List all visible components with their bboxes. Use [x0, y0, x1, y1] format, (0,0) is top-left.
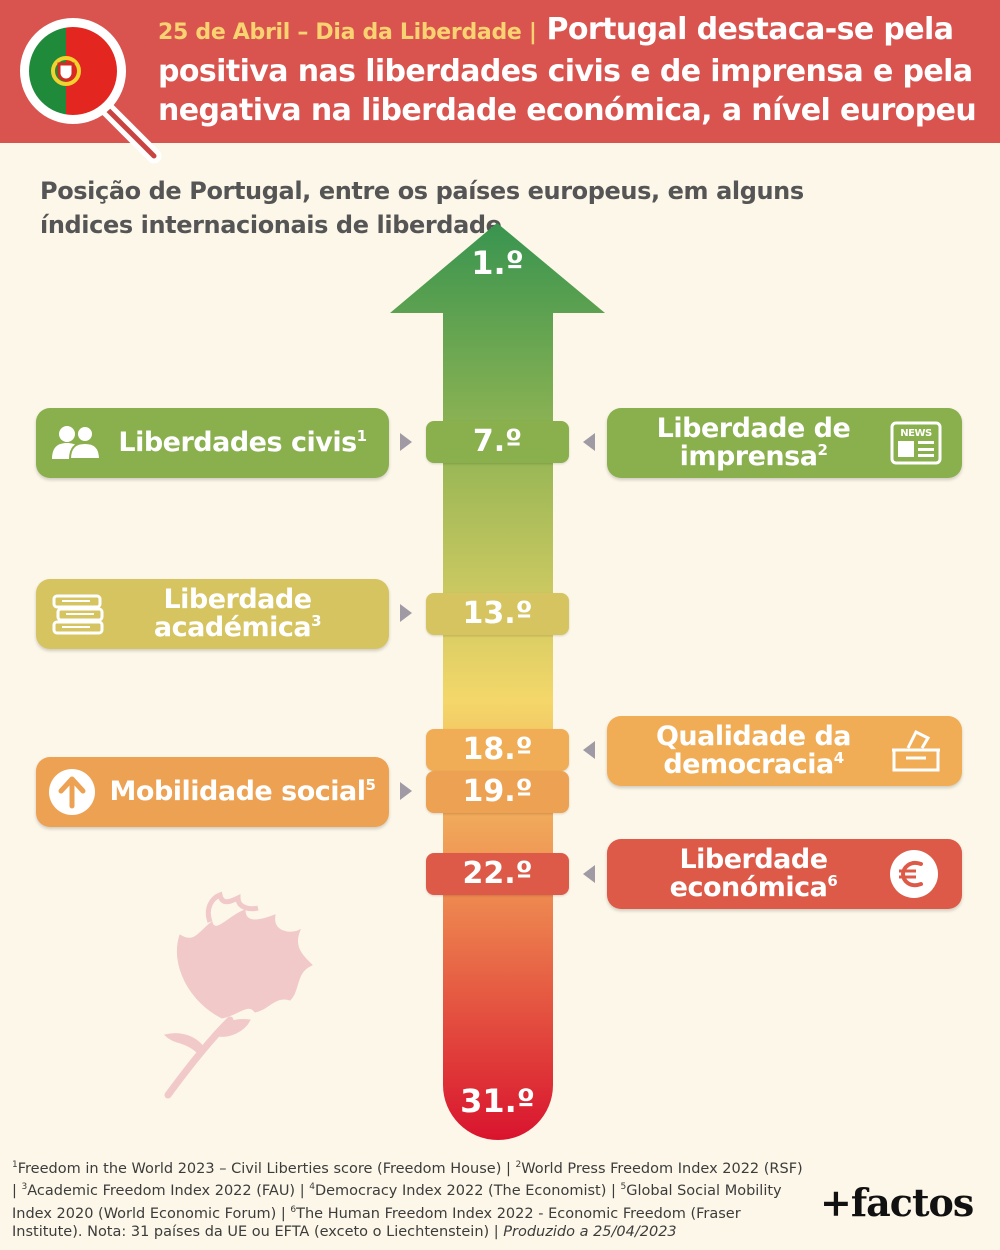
chart-subtitle: Posição de Portugal, entre os países eur…: [40, 177, 804, 239]
pointer-democracia: [583, 741, 595, 759]
newspaper-icon: NEWS: [888, 415, 944, 471]
note-marker-6: 6: [827, 872, 838, 890]
index-liberdade-imprensa: Liberdade de imprensa2 NEWS: [607, 408, 962, 478]
index-qualidade-democracia: Qualidade da democracia4: [607, 716, 962, 786]
index-label-mobilidade: Mobilidade social: [109, 776, 366, 807]
rank-top-label: 1.º: [471, 244, 524, 282]
rank-pill-18: 18.º: [426, 729, 569, 771]
rank-pill-22: 22.º: [426, 853, 569, 895]
fn-marker-4: 4: [309, 1182, 315, 1193]
rank-pill-7: 7.º: [426, 421, 569, 463]
header-banner: [0, 0, 1000, 143]
fn-source-4: Democracy Index 2022 (The Economist) |: [314, 1183, 616, 1200]
index-label-imprensa-1: Liberdade de: [656, 413, 851, 444]
pointer-economica: [583, 865, 595, 883]
rank-bottom-label: 31.º: [460, 1082, 535, 1120]
note-marker-1: 1: [356, 427, 367, 445]
index-label-imprensa-2: imprensa: [679, 441, 818, 472]
fn-source-3: Academic Freedom Index 2022 (FAU) |: [27, 1183, 305, 1200]
index-label-civis: Liberdades civis: [118, 427, 357, 458]
fn-marker-5: 5: [620, 1182, 627, 1193]
index-liberdade-academica: Liberdade académica3: [36, 579, 389, 649]
rank-pill-13: 13.º: [426, 593, 569, 635]
arrow-up-circle-icon: [44, 764, 100, 820]
fn-produzido: Produzido a 25/04/2023: [503, 1223, 677, 1240]
index-liberdade-economica: Liberdade económica6: [607, 839, 962, 909]
fn-marker-1: 1: [12, 1160, 18, 1170]
fn-source-6: The Human Freedom Index 2022 - Economic …: [12, 1205, 741, 1240]
ballot-box-icon: [888, 723, 944, 779]
footnote: 1Freedom in the World 2023 – Civil Liber…: [12, 1156, 812, 1241]
magnifier-flag-logo: [16, 14, 166, 164]
index-liberdades-civis: Liberdades civis1: [36, 408, 389, 478]
fn-source-1: Freedom in the World 2023 – Civil Libert…: [17, 1160, 511, 1177]
fn-marker-3: 3: [21, 1182, 28, 1193]
index-label-democracia-1: Qualidade da: [655, 721, 852, 752]
index-label-democracia-2: democracia: [663, 749, 834, 780]
note-marker-4: 4: [833, 749, 844, 767]
newspaper-icon-text: NEWS: [900, 428, 932, 439]
index-label-economica-1: Liberdade: [679, 844, 828, 875]
fn-nota: Nota: 31 países da UE ou EFTA (exceto o …: [87, 1223, 499, 1240]
people-icon: [48, 415, 104, 471]
pointer-mobilidade: [400, 782, 412, 800]
fn-marker-6: 6: [290, 1204, 297, 1215]
pointer-imprensa: [583, 433, 595, 451]
arrow-shape: [390, 223, 605, 1140]
euro-icon: [886, 846, 942, 902]
header-headline: Portugal destaca-se pela positiva nas li…: [158, 12, 977, 128]
carnation-icon: [150, 890, 320, 1104]
books-icon: [50, 586, 106, 642]
note-marker-5: 5: [365, 776, 376, 794]
pointer-academica: [400, 604, 412, 622]
header-kicker: 25 de Abril – Dia da Liberdade |: [158, 20, 537, 45]
pointer-civis: [400, 433, 412, 451]
index-mobilidade-social: Mobilidade social5: [36, 757, 389, 827]
note-marker-2: 2: [817, 441, 828, 459]
rank-pill-19: 19.º: [426, 771, 569, 813]
fn-source-2: World Press Freedom Index 2022 (RSF) |: [12, 1160, 803, 1200]
fn-source-5: Global Social Mobility Index 2020 (World…: [12, 1183, 782, 1222]
fn-marker-2: 2: [515, 1160, 522, 1170]
brand-logo: +factos: [820, 1180, 974, 1225]
index-label-academica-2: académica: [153, 612, 312, 643]
page-title: 25 de Abril – Dia da Liberdade | Portuga…: [158, 10, 988, 130]
note-marker-3: 3: [311, 612, 322, 630]
index-label-academica-1: Liberdade: [163, 584, 312, 615]
index-label-economica-2: económica: [669, 872, 828, 903]
